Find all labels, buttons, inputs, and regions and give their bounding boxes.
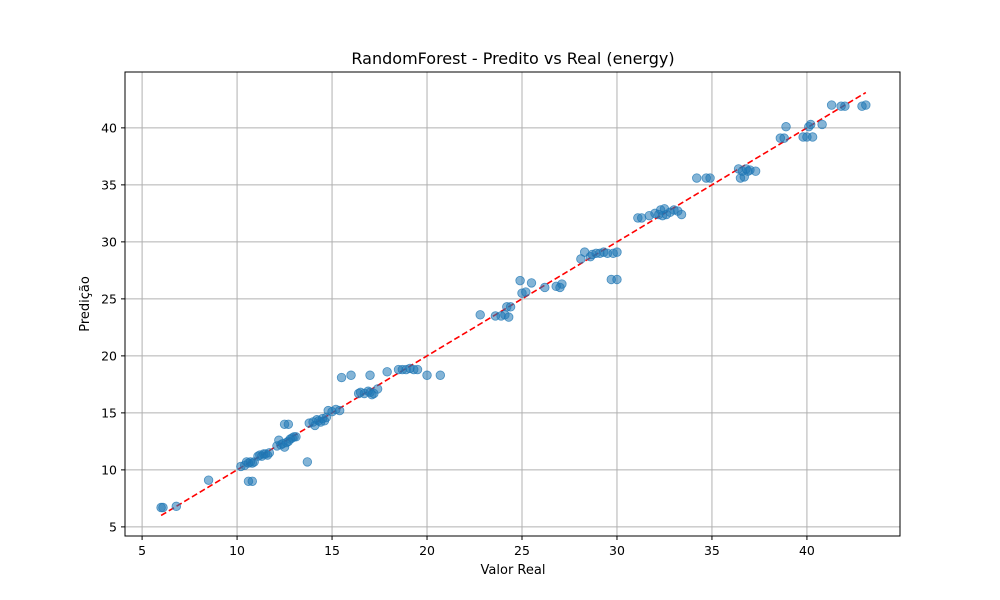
- data-point: [372, 384, 383, 394]
- data-point: [526, 278, 537, 288]
- x-tick-label: 35: [704, 543, 720, 558]
- data-point: [336, 372, 347, 383]
- data-point: [504, 312, 514, 322]
- data-point: [171, 501, 181, 512]
- x-tick-label: 25: [514, 543, 530, 558]
- y-tick-label: 35: [101, 177, 117, 192]
- y-tick-label: 30: [101, 234, 117, 249]
- data-point: [540, 282, 550, 293]
- data-point: [692, 173, 702, 183]
- x-axis: 5 10 15 20 25 30 35 40: [138, 536, 815, 558]
- data-point: [382, 367, 392, 377]
- data-point: [422, 370, 432, 380]
- data-point: [158, 502, 168, 513]
- x-tick-label: 20: [419, 543, 435, 558]
- data-point: [861, 100, 871, 110]
- data-point: [412, 364, 423, 375]
- data-point: [676, 209, 687, 220]
- data-point: [203, 475, 214, 485]
- data-point: [557, 279, 567, 289]
- data-point: [291, 432, 301, 442]
- data-points: [156, 100, 871, 513]
- y-axis-label: Predição: [78, 276, 93, 332]
- data-point: [705, 173, 715, 183]
- data-point: [612, 274, 622, 285]
- data-point: [806, 119, 816, 130]
- data-point: [826, 100, 837, 110]
- y-tick-label: 5: [109, 519, 117, 534]
- y-tick-label: 15: [101, 405, 117, 420]
- data-point: [346, 370, 356, 380]
- grid: [125, 72, 900, 536]
- data-point: [612, 247, 622, 257]
- y-tick-label: 10: [101, 462, 117, 477]
- data-point: [247, 476, 257, 486]
- x-tick-label: 5: [138, 543, 146, 558]
- data-point: [515, 275, 525, 286]
- y-tick-label: 20: [101, 348, 117, 363]
- data-point: [435, 370, 446, 380]
- data-point: [302, 457, 313, 467]
- data-point: [365, 370, 375, 380]
- data-point: [283, 419, 294, 429]
- data-point: [779, 133, 789, 143]
- plot-frame: [124, 71, 901, 537]
- data-point: [505, 302, 516, 312]
- data-point: [521, 287, 531, 297]
- y-axis: 5 10 15 20 25 30 35 40: [101, 120, 125, 534]
- data-point: [750, 166, 761, 176]
- data-point: [334, 405, 345, 416]
- data-point: [807, 132, 818, 142]
- data-point: [475, 310, 485, 320]
- y-tick-label: 25: [101, 291, 117, 306]
- chart-title: RandomForest - Predito vs Real (energy): [351, 49, 674, 68]
- data-point: [840, 101, 850, 111]
- x-tick-label: 30: [609, 543, 625, 558]
- x-axis-label: Valor Real: [481, 563, 546, 578]
- data-point: [817, 119, 827, 130]
- data-point: [781, 122, 791, 132]
- y-tick-label: 40: [101, 120, 117, 135]
- x-tick-label: 40: [799, 543, 815, 558]
- data-point: [264, 448, 275, 458]
- x-tick-label: 15: [324, 543, 340, 558]
- x-tick-label: 10: [229, 543, 245, 558]
